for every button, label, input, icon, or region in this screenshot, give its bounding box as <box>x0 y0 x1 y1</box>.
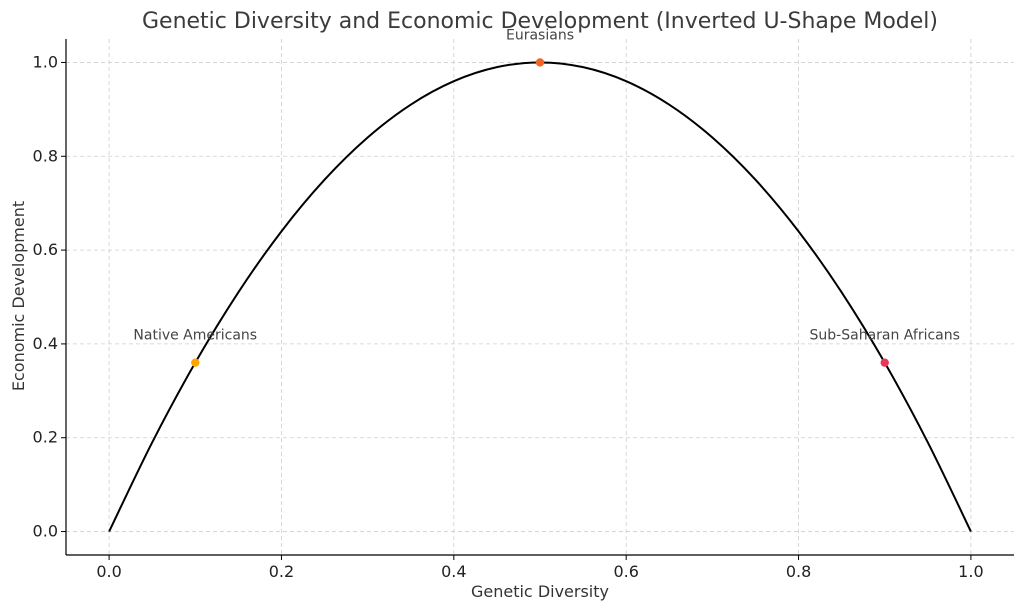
x-tick-label-4: 0.8 <box>786 562 811 581</box>
point-eurasians <box>535 58 545 67</box>
labels: Native Americans Eurasians Sub-Saharan Afr… <box>133 27 959 343</box>
axes: 0.0 0.2 0.4 0.6 0.8 1.0 0.0 0.2 0.4 0.6 0.8 1.0 <box>33 39 1014 581</box>
annotation-eurasians: Eurasians <box>506 27 574 43</box>
y-tick-label-4: 0.8 <box>33 146 58 165</box>
annotation-sub-saharan-africans: Sub-Saharan Africans <box>810 328 960 344</box>
y-tick-label-1: 0.2 <box>33 428 58 447</box>
y-tick-label-3: 0.6 <box>33 240 58 259</box>
x-axis-label: Genetic Diversity <box>471 582 609 601</box>
data-points <box>191 58 889 367</box>
point-sub-saharan-africans <box>880 358 889 367</box>
y-tick-label-2: 0.4 <box>33 334 58 353</box>
chart-title: Genetic Diversity and Economic Developme… <box>142 9 938 34</box>
annotation-native-americans: Native Americans <box>133 328 257 344</box>
x-tick-label-0: 0.0 <box>96 562 121 581</box>
x-tick-label-2: 0.4 <box>441 562 466 581</box>
y-tick-label-0: 0.0 <box>33 522 58 541</box>
x-tick-label-5: 1.0 <box>958 562 983 581</box>
series <box>108 61 972 532</box>
y-tick-label-5: 1.0 <box>33 52 58 71</box>
series-line-0 <box>108 61 972 532</box>
y-axis-label: Economic Development <box>9 201 28 391</box>
x-tick-label-3: 0.6 <box>613 562 638 581</box>
point-native-americans <box>191 358 200 367</box>
grid <box>66 39 1014 555</box>
x-tick-label-1: 0.2 <box>269 562 294 581</box>
